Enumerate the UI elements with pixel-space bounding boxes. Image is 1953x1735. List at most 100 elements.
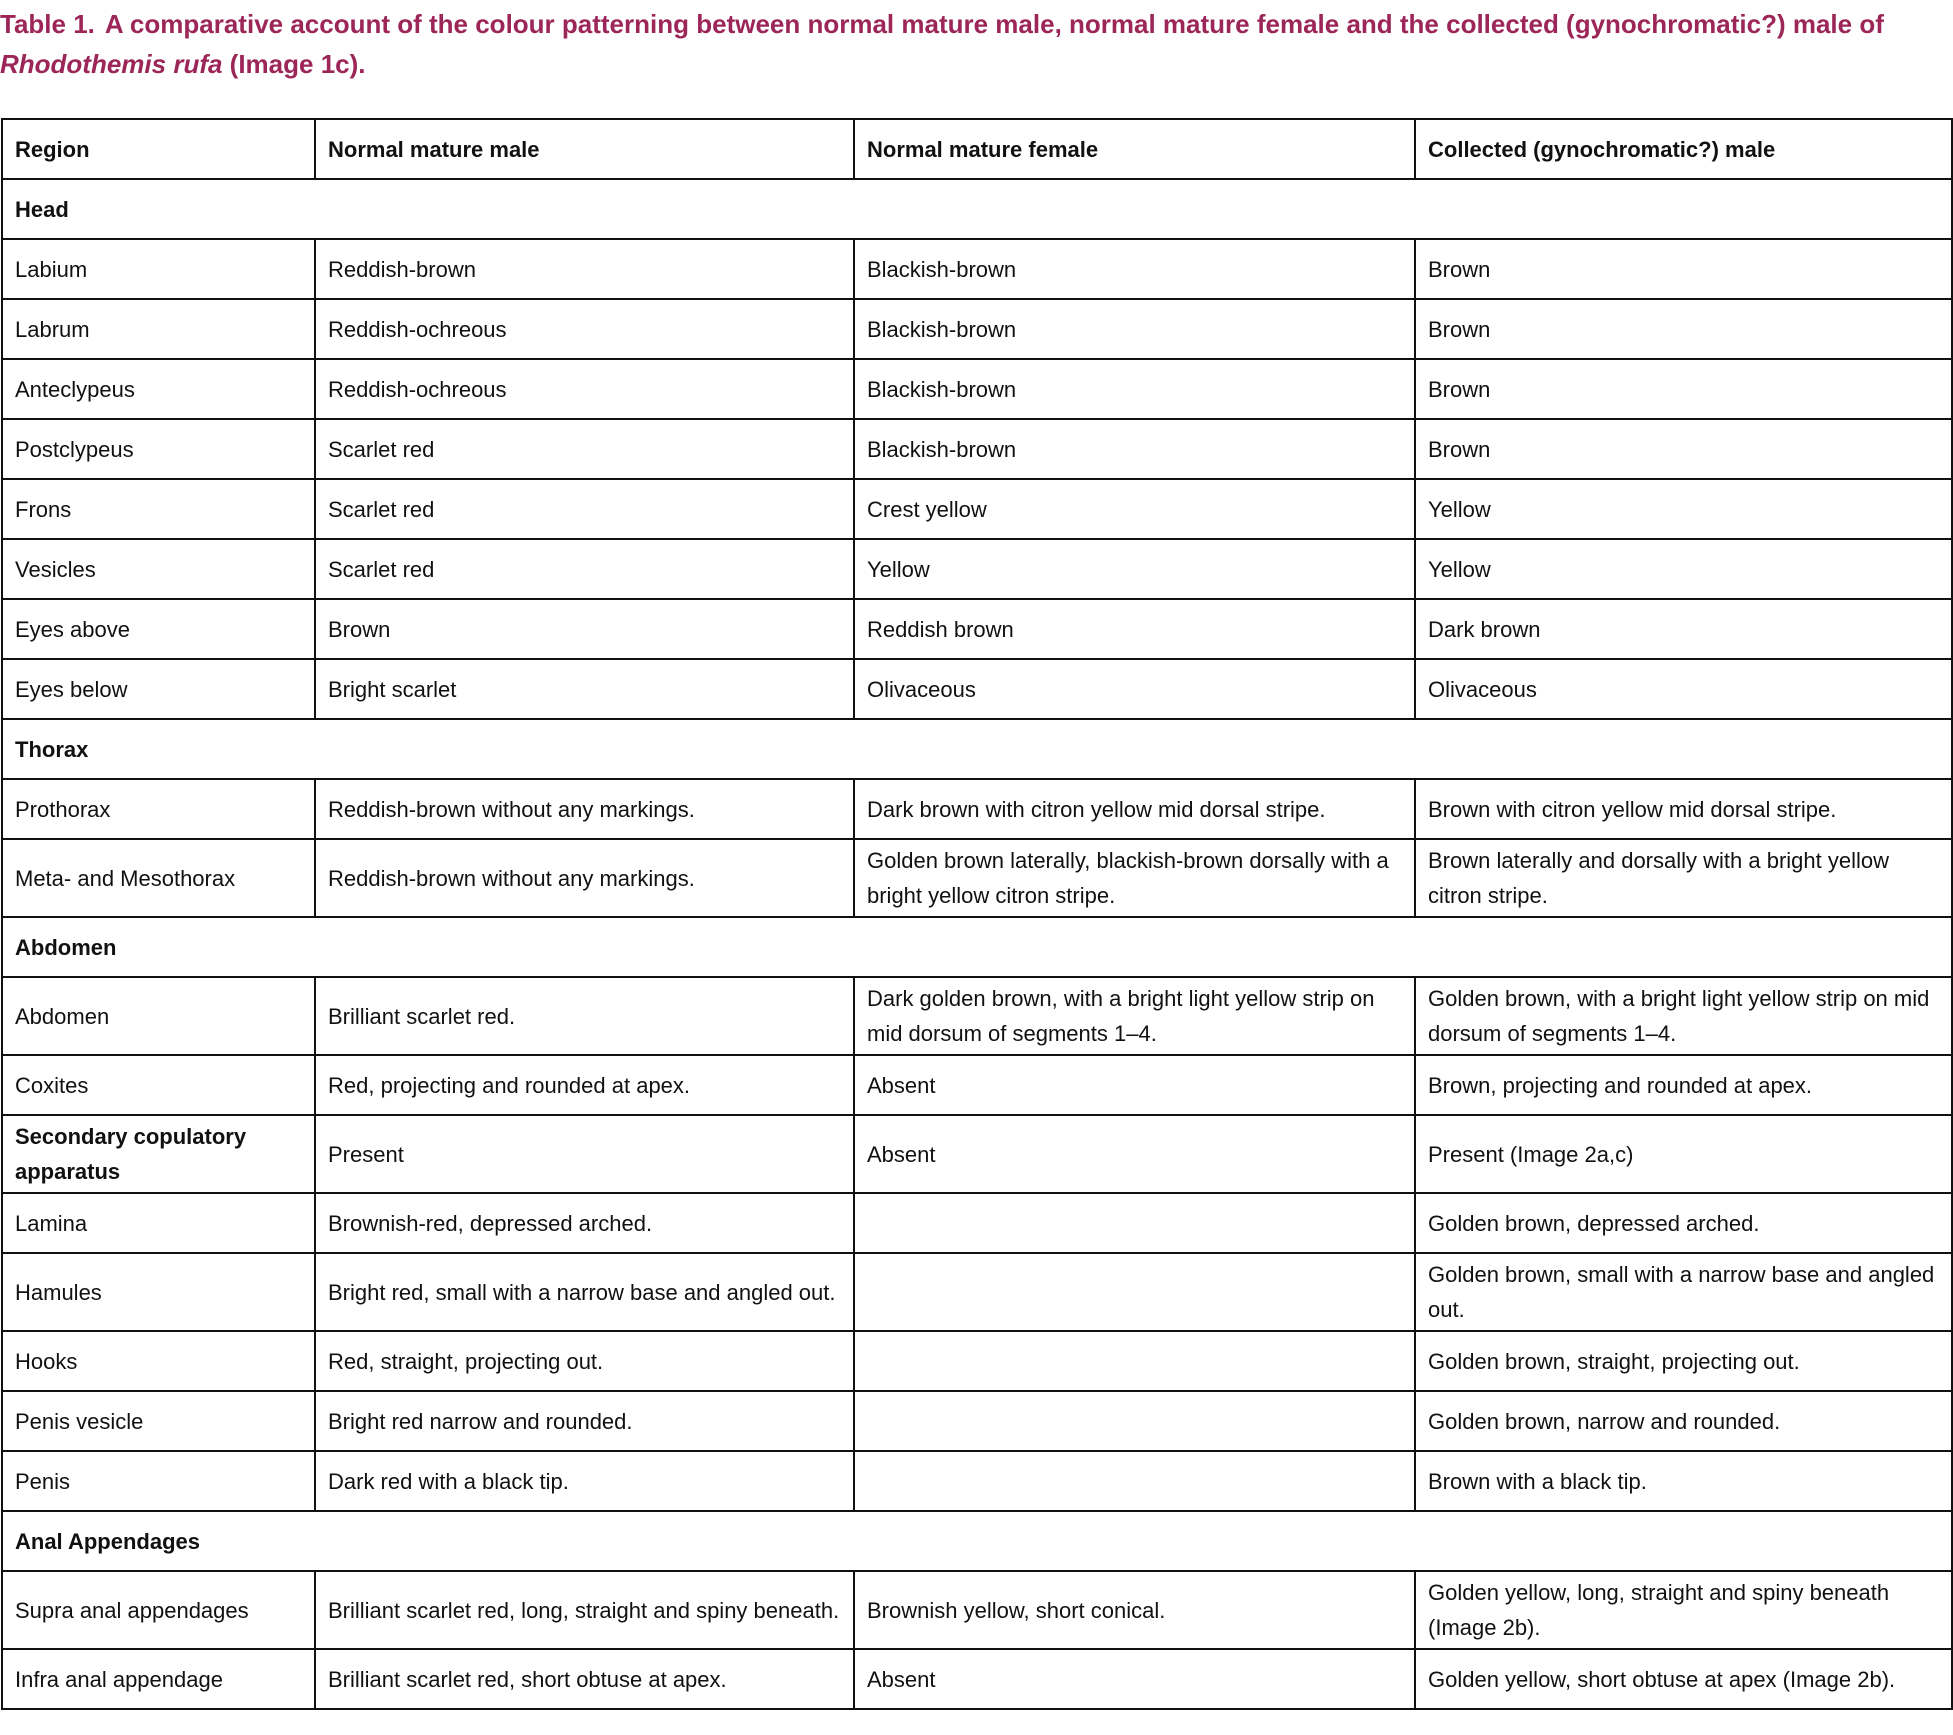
header-cell: Normal mature female xyxy=(853,118,1416,180)
value-cell: Absent xyxy=(853,1648,1416,1710)
data-row: Labium Reddish-brown Blackish-brown Brown xyxy=(1,238,1953,300)
value-cell: Golden brown laterally, blackish-brown d… xyxy=(853,838,1416,918)
value-cell: Red, projecting and rounded at apex. xyxy=(314,1054,855,1116)
value-cell: Golden yellow, short obtuse at apex (Ima… xyxy=(1414,1648,1953,1710)
comparison-table: Region Normal mature male Normal mature fe… xyxy=(1,118,1953,1710)
value-cell: Golden brown, small with a narrow base a… xyxy=(1414,1252,1953,1332)
value-cell: Scarlet red xyxy=(314,418,855,480)
region-cell: Supra anal appendages xyxy=(1,1570,316,1650)
data-row: Labrum Reddish-ochreous Blackish-brown Brow… xyxy=(1,298,1953,360)
region-cell: Prothorax xyxy=(1,778,316,840)
data-row: Eyes above Brown Reddish brown Dark brown xyxy=(1,598,1953,660)
value-cell: Bright red, small with a narrow base and… xyxy=(314,1252,855,1332)
section-row: Abdomen xyxy=(1,916,1953,978)
section-cell: Anal Appendages xyxy=(1,1510,1953,1572)
region-cell: Infra anal appendage xyxy=(1,1648,316,1710)
value-cell: Golden brown, with a bright light yellow… xyxy=(1414,976,1953,1056)
data-row: Prothorax Reddish-brown without any marki… xyxy=(1,778,1953,840)
value-cell xyxy=(853,1390,1416,1452)
value-cell: Dark golden brown, with a bright light y… xyxy=(853,976,1416,1056)
data-row: Vesicles Scarlet red Yellow Yellow xyxy=(1,538,1953,600)
value-cell: Brown with a black tip. xyxy=(1414,1450,1953,1512)
section-cell: Thorax xyxy=(1,718,1953,780)
value-cell: Scarlet red xyxy=(314,478,855,540)
region-cell: Penis vesicle xyxy=(1,1390,316,1452)
value-cell xyxy=(853,1330,1416,1392)
data-row: Infra anal appendage Brilliant scarlet re… xyxy=(1,1648,1953,1710)
value-cell: Brown laterally and dorsally with a brig… xyxy=(1414,838,1953,918)
value-cell: Absent xyxy=(853,1114,1416,1194)
value-cell: Brown, projecting and rounded at apex. xyxy=(1414,1054,1953,1116)
region-cell: Coxites xyxy=(1,1054,316,1116)
value-cell xyxy=(853,1192,1416,1254)
data-row: Coxites Red, projecting and rounded at ap… xyxy=(1,1054,1953,1116)
value-cell: Present xyxy=(314,1114,855,1194)
region-cell: Meta- and Mesothorax xyxy=(1,838,316,918)
region-cell: Anteclypeus xyxy=(1,358,316,420)
region-cell: Labium xyxy=(1,238,316,300)
value-cell: Reddish-brown xyxy=(314,238,855,300)
region-cell: Abdomen xyxy=(1,976,316,1056)
value-cell: Blackish-brown xyxy=(853,418,1416,480)
data-row: Hooks Red, straight, projecting out. Golde… xyxy=(1,1330,1953,1392)
region-cell: Eyes below xyxy=(1,658,316,720)
value-cell: Olivaceous xyxy=(853,658,1416,720)
data-row: Meta- and Mesothorax Reddish-brown withou… xyxy=(1,838,1953,918)
section-row: Thorax xyxy=(1,718,1953,780)
region-cell: Labrum xyxy=(1,298,316,360)
value-cell: Blackish-brown xyxy=(853,298,1416,360)
value-cell: Brilliant scarlet red. xyxy=(314,976,855,1056)
caption-after: (Image 1c). xyxy=(222,49,366,79)
value-cell: Brown xyxy=(1414,358,1953,420)
value-cell: Absent xyxy=(853,1054,1416,1116)
value-cell: Yellow xyxy=(1414,538,1953,600)
data-row: Secondary copulatory apparatus Present Abs… xyxy=(1,1114,1953,1194)
value-cell: Reddish-ochreous xyxy=(314,358,855,420)
value-cell: Bright scarlet xyxy=(314,658,855,720)
value-cell xyxy=(853,1252,1416,1332)
value-cell: Brown xyxy=(314,598,855,660)
caption-label: Table 1. xyxy=(0,9,95,39)
value-cell: Scarlet red xyxy=(314,538,855,600)
value-cell: Golden brown, narrow and rounded. xyxy=(1414,1390,1953,1452)
value-cell: Crest yellow xyxy=(853,478,1416,540)
data-row: Postclypeus Scarlet red Blackish-brown Brow… xyxy=(1,418,1953,480)
value-cell: Brownish yellow, short conical. xyxy=(853,1570,1416,1650)
value-cell: Reddish-brown without any markings. xyxy=(314,838,855,918)
section-row: Anal Appendages xyxy=(1,1510,1953,1572)
header-cell: Collected (gynochromatic?) male xyxy=(1414,118,1953,180)
data-row: Penis Dark red with a black tip. Brown wit… xyxy=(1,1450,1953,1512)
value-cell: Reddish brown xyxy=(853,598,1416,660)
region-cell: Vesicles xyxy=(1,538,316,600)
value-cell: Olivaceous xyxy=(1414,658,1953,720)
section-cell: Abdomen xyxy=(1,916,1953,978)
value-cell: Yellow xyxy=(853,538,1416,600)
region-cell: Secondary copulatory apparatus xyxy=(1,1114,316,1194)
region-cell: Hamules xyxy=(1,1252,316,1332)
region-cell: Hooks xyxy=(1,1330,316,1392)
region-cell: Eyes above xyxy=(1,598,316,660)
value-cell: Brown xyxy=(1414,238,1953,300)
value-cell: Red, straight, projecting out. xyxy=(314,1330,855,1392)
data-row: Supra anal appendages Brilliant scarlet r… xyxy=(1,1570,1953,1650)
caption-species: Rhodothemis rufa xyxy=(0,49,223,79)
caption-text: A comparative account of the colour patt… xyxy=(104,9,1884,39)
region-cell: Penis xyxy=(1,1450,316,1512)
header-cell: Normal mature male xyxy=(314,118,855,180)
data-row: Abdomen Brilliant scarlet red. Dark golden… xyxy=(1,976,1953,1056)
value-cell: Brilliant scarlet red, short obtuse at a… xyxy=(314,1648,855,1710)
value-cell: Blackish-brown xyxy=(853,358,1416,420)
data-row: Penis vesicle Bright red narrow and round… xyxy=(1,1390,1953,1452)
value-cell: Golden brown, straight, projecting out. xyxy=(1414,1330,1953,1392)
value-cell: Blackish-brown xyxy=(853,238,1416,300)
header-cell: Region xyxy=(1,118,316,180)
section-row: Head xyxy=(1,178,1953,240)
value-cell: Golden yellow, long, straight and spiny … xyxy=(1414,1570,1953,1650)
value-cell: Brown with citron yellow mid dorsal stri… xyxy=(1414,778,1953,840)
value-cell: Brown xyxy=(1414,418,1953,480)
section-cell: Head xyxy=(1,178,1953,240)
value-cell: Yellow xyxy=(1414,478,1953,540)
data-row: Anteclypeus Reddish-ochreous Blackish-brow… xyxy=(1,358,1953,420)
value-cell: Dark brown with citron yellow mid dorsal… xyxy=(853,778,1416,840)
